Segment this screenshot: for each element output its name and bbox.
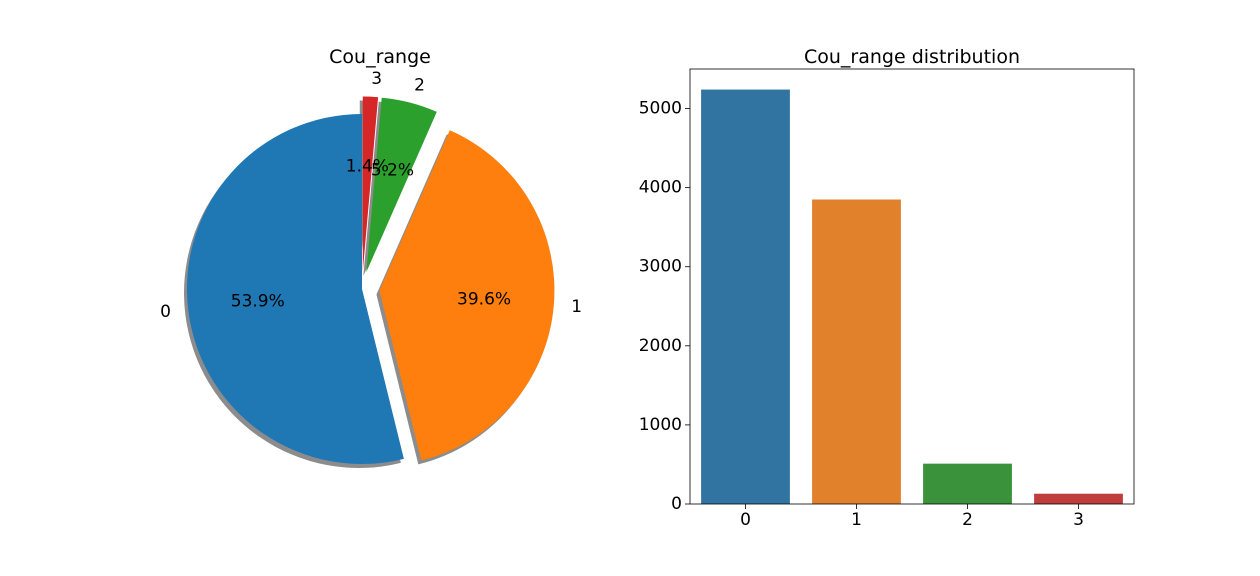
pie-label-layer: 0 53.9% 1 39.6% 2 5.2% 3 1.4%: [160, 69, 582, 322]
pie-percent-label: 1.4%: [346, 157, 389, 177]
pie-category-label: 2: [414, 76, 425, 96]
bar-axes-frame: [689, 68, 1135, 505]
pie-title: Cou_range: [329, 46, 431, 68]
pie-slice-2: [366, 97, 437, 273]
y-tick-label: 0: [671, 494, 682, 514]
pie-chart: Cou_range 0 53.9% 1 39.6% 2 5.2% 3 1.4%: [160, 46, 582, 468]
bar-0: [701, 89, 790, 505]
y-tick-label: 4000: [639, 178, 682, 198]
y-tick-label: 3000: [639, 257, 682, 277]
x-tick-label: 0: [740, 510, 751, 530]
x-tick-label: 1: [851, 510, 862, 530]
pie-percent-label: 5.2%: [371, 160, 414, 180]
pie-category-label: 1: [571, 297, 582, 317]
pie-percent-label: 39.6%: [457, 290, 511, 310]
pie-category-label: 0: [160, 302, 171, 322]
pie-percent-label: 53.9%: [231, 292, 285, 312]
pie-slice-3: [362, 96, 379, 272]
pie-category-label: 3: [371, 69, 382, 89]
y-tick-label: 1000: [639, 415, 682, 435]
y-tick-label: 2000: [639, 336, 682, 356]
bar-1: [812, 199, 901, 504]
x-axis-ticks: 0 1 2 3: [740, 504, 1084, 530]
x-tick-label: 2: [962, 510, 973, 530]
pie-slice-1: [379, 130, 555, 461]
bar-title: Cou_range distribution: [804, 46, 1020, 68]
x-tick-label: 3: [1073, 510, 1084, 530]
y-axis-ticks: 0 1000 2000 3000 4000 5000: [639, 99, 690, 514]
bar-chart: Cou_range distribution 0 1000 2000 3000 4000…: [639, 46, 1135, 530]
bar-3: [1034, 493, 1123, 504]
bar-layer: [701, 89, 1123, 505]
pie-slice-0: [187, 114, 404, 464]
bar-2: [923, 463, 1012, 504]
pie-slice-layer: [187, 96, 555, 464]
y-tick-label: 5000: [639, 99, 682, 119]
